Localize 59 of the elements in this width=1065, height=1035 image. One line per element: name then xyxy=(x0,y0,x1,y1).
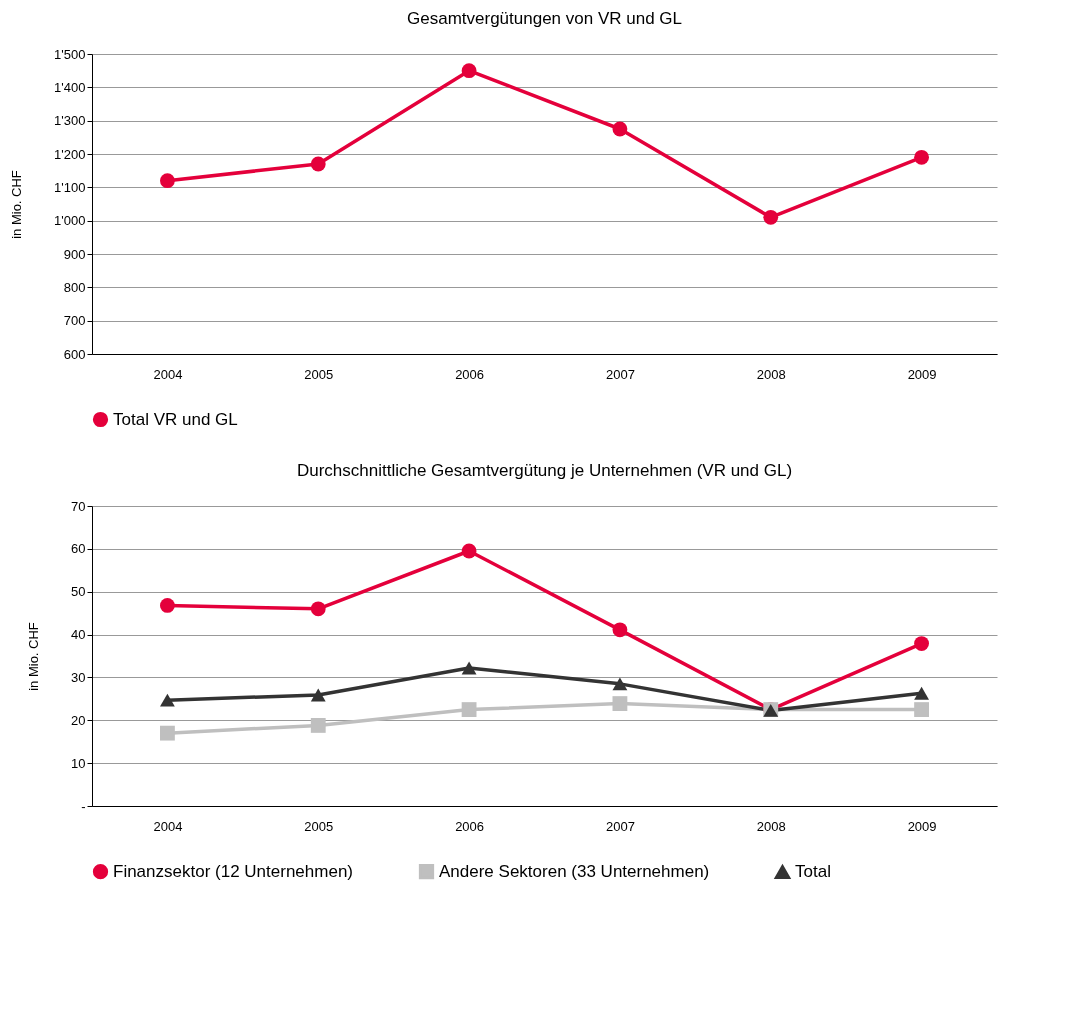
point xyxy=(612,622,628,638)
point xyxy=(310,718,326,733)
legend-label: Total xyxy=(795,862,831,882)
y-tick-label: 50 xyxy=(71,584,86,600)
y-tick-label: 10 xyxy=(71,755,86,771)
x-tick-label: 2006 xyxy=(455,818,485,834)
x-tick-label: 2006 xyxy=(455,366,485,382)
point xyxy=(310,601,326,617)
x-tick-label: 2004 xyxy=(153,818,183,834)
chart-title: Durchschnittliche Gesamtvergütung je Unternehmen (VR und GL) xyxy=(296,461,793,480)
y-axis-title: in Mio. CHF xyxy=(9,170,25,239)
y-tick-label: 1'200 xyxy=(54,146,86,162)
y-tick-label: 700 xyxy=(63,313,86,329)
point xyxy=(914,149,929,165)
y-tick-label: 900 xyxy=(63,246,86,262)
x-tick-label: 2007 xyxy=(605,818,635,834)
point xyxy=(310,688,326,702)
y-tick-label: 60 xyxy=(71,541,86,557)
legend-label: Finanzsektor (12 Unternehmen) xyxy=(113,861,354,881)
x-tick-label: 2008 xyxy=(756,818,786,834)
x-tick-label: 2005 xyxy=(304,366,334,382)
y-tick-label: 1'400 xyxy=(54,79,86,95)
point xyxy=(160,693,175,707)
point xyxy=(160,173,175,189)
legend-label: Andere Sektoren (33 Unternehmen) xyxy=(439,861,710,881)
point xyxy=(461,702,477,717)
y-tick-label: 600 xyxy=(63,346,86,362)
y-tick-label: 1'300 xyxy=(54,113,86,129)
y-tick-label: 1'500 xyxy=(54,46,86,62)
point xyxy=(310,156,326,172)
y-tick-label: 40 xyxy=(71,627,86,643)
point xyxy=(461,543,477,559)
point xyxy=(763,209,779,225)
y-tick-label: 20 xyxy=(71,712,86,728)
x-tick-label: 2005 xyxy=(304,818,334,834)
x-tick-label: 2008 xyxy=(756,366,786,382)
point xyxy=(914,636,929,651)
y-tick-label: 800 xyxy=(63,279,86,295)
point xyxy=(612,677,628,691)
point xyxy=(914,702,929,717)
y-tick-label: 30 xyxy=(71,669,86,685)
x-tick-label: 2009 xyxy=(907,366,937,382)
y-axis-title: in Mio. CHF xyxy=(26,622,42,691)
x-tick-label: 2009 xyxy=(907,818,937,834)
y-tick-label: - xyxy=(81,798,86,814)
y-tick-label: 1'100 xyxy=(54,179,86,195)
point xyxy=(160,725,175,741)
x-tick-label: 2007 xyxy=(605,366,635,382)
point xyxy=(612,696,628,711)
point xyxy=(461,661,477,675)
y-tick-label: 70 xyxy=(71,498,86,514)
y-tick-label: 1'000 xyxy=(54,213,86,229)
chart-title: Gesamtvergütungen von VR und GL xyxy=(407,9,682,28)
legend-label: Total VR und GL xyxy=(113,409,238,429)
point xyxy=(461,63,477,79)
x-tick-label: 2004 xyxy=(153,366,183,382)
point xyxy=(914,686,929,700)
point xyxy=(160,598,175,613)
point xyxy=(612,121,628,137)
